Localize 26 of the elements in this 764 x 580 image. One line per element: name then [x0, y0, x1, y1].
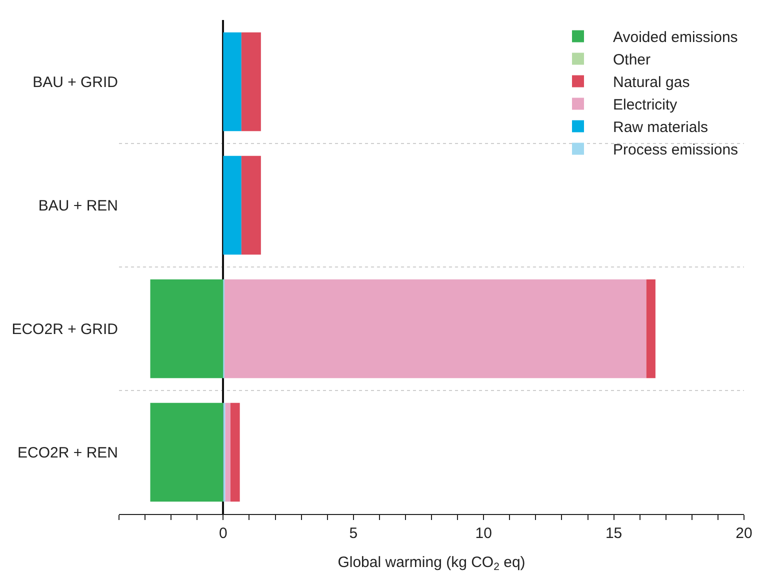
legend-label: Other — [613, 52, 651, 69]
bar — [241, 156, 261, 255]
x-tick-label: 0 — [219, 525, 228, 542]
y-tick-label: BAU + GRID — [32, 74, 118, 91]
bar — [223, 32, 242, 132]
bar — [646, 279, 656, 378]
legend-label: Avoided emissions — [613, 29, 738, 46]
y-tick-label: ECO2R + REN — [18, 444, 118, 462]
legend-label: Electricity — [613, 96, 678, 114]
bar — [241, 32, 261, 132]
x-tick-label: 20 — [736, 525, 752, 542]
legend-label: Natural gas — [613, 74, 690, 92]
bar — [150, 279, 224, 378]
x-tick-label: 15 — [605, 525, 622, 542]
bar — [150, 402, 224, 502]
x-tick-label: 10 — [475, 525, 492, 542]
legend-label: Process emissions — [613, 142, 738, 159]
y-tick-label: BAU + REN — [38, 198, 118, 214]
x-axis-title: Global warming (kg CO$_{2}$ eq) — [338, 554, 526, 574]
bar — [224, 279, 646, 378]
bar — [225, 402, 230, 502]
bar — [230, 402, 240, 502]
legend-label: Raw materials — [613, 119, 708, 136]
bar — [223, 156, 242, 255]
y-tick-label: ECO2R + GRID — [12, 321, 118, 338]
x-tick-label: 5 — [349, 525, 358, 542]
